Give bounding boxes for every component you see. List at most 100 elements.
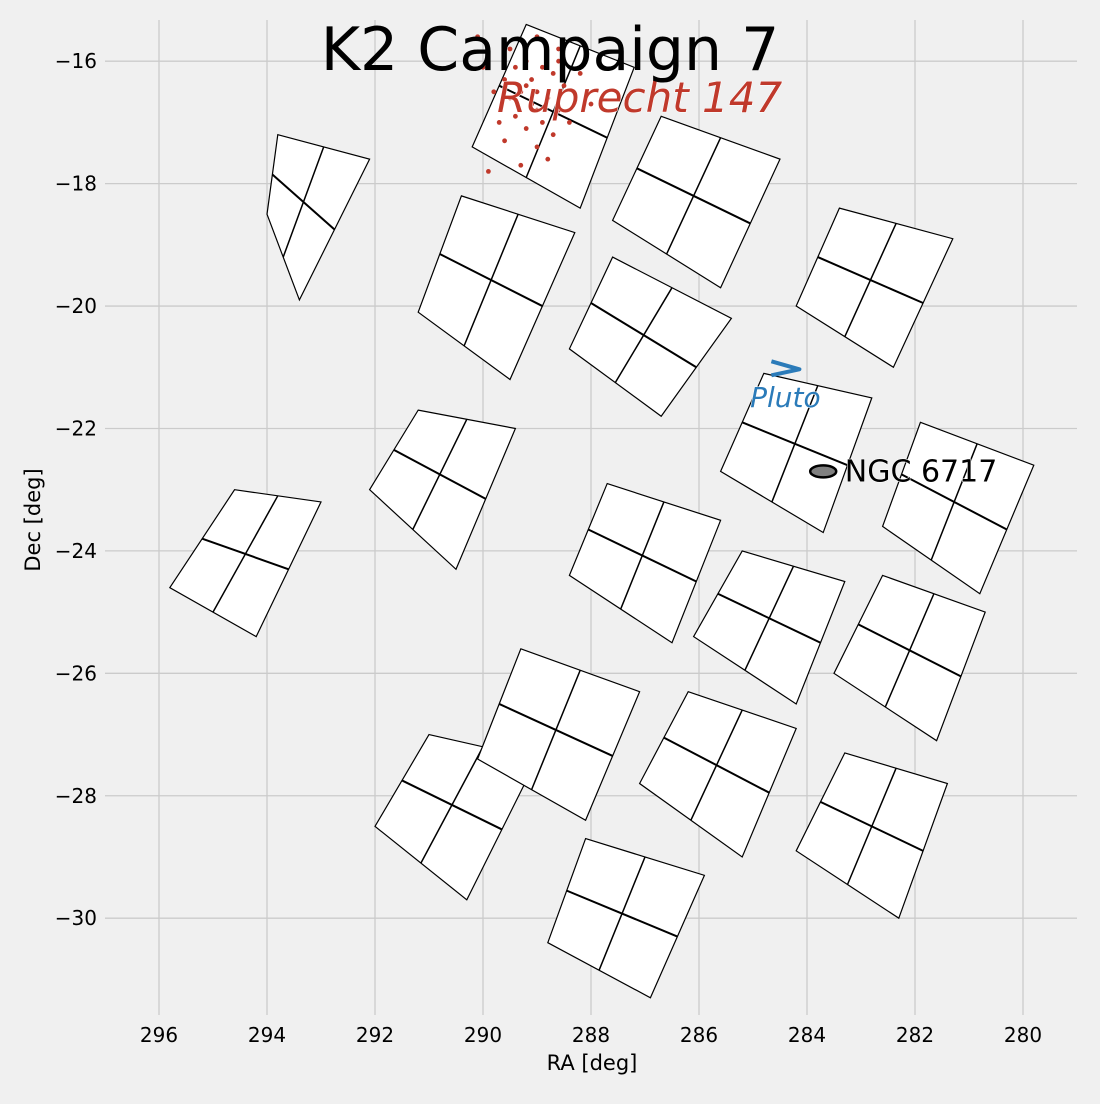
annotation-label: NGC 6717 (845, 454, 998, 489)
detector-module-outline (795, 207, 954, 369)
detector-module-divider (901, 473, 1008, 531)
detector-module-divider (439, 253, 543, 307)
cluster-star-point (480, 64, 486, 70)
cluster-star-point (523, 58, 529, 64)
x-tick-label: 282 (896, 1023, 934, 1047)
detector-module (168, 489, 322, 638)
detector-module (638, 690, 798, 858)
x-tick-label: 288 (572, 1023, 610, 1047)
detector-module-divider (663, 736, 770, 794)
y-tick-label: −18 (55, 172, 97, 196)
x-tick-label: 296 (140, 1023, 178, 1047)
x-tick-label: 292 (356, 1023, 394, 1047)
cluster-star-point (529, 101, 534, 107)
cluster-star-point (534, 34, 540, 40)
cluster-star-point (534, 89, 540, 95)
y-tick-label: −24 (55, 539, 97, 563)
detector-module (719, 372, 873, 534)
detector-module (471, 23, 635, 209)
detector-module-outline (833, 574, 986, 742)
y-tick-label: −20 (55, 294, 97, 318)
pluto-arrow-icon (770, 359, 802, 378)
cluster-star-point (496, 120, 502, 125)
detector-module-outline (368, 409, 517, 571)
cluster-star-point (502, 77, 507, 82)
x-tick-labels: 296 294 292 290 288 286 284 282 280 (140, 1023, 1042, 1047)
y-tick-label: −22 (55, 416, 97, 440)
cluster-star-point (550, 132, 556, 138)
detector-module-divider (717, 592, 821, 644)
cluster-star-point (507, 95, 513, 101)
detector-module (547, 837, 706, 999)
cluster-star-point (556, 107, 561, 113)
detector-module-divider (587, 528, 697, 583)
x-tick-label: 290 (464, 1023, 502, 1047)
detector-module (568, 482, 722, 644)
detector-module-divider (271, 173, 336, 231)
detector-module-divider (201, 537, 289, 571)
detector-module-outline (881, 421, 1035, 595)
detector-modules (168, 23, 1035, 999)
detector-module-divider (401, 779, 503, 831)
detector-module-divider (817, 256, 924, 304)
cluster-star-point (513, 113, 518, 119)
detector-module-outline (719, 372, 873, 534)
detector-module-outline (168, 489, 322, 638)
detector-module-outline (547, 837, 706, 999)
detector-module (374, 733, 538, 901)
detector-module-divider (393, 449, 487, 500)
cluster-star-point (561, 83, 567, 89)
cluster-star-point (545, 156, 551, 162)
detector-module (266, 133, 371, 302)
y-tick-label: −28 (55, 784, 97, 808)
detector-module-divider (857, 623, 962, 678)
detector-module-divider (498, 703, 614, 757)
cluster-star-point (529, 77, 534, 82)
chart-title: K2 Campaign 7 (321, 15, 780, 85)
detector-module (833, 574, 986, 742)
detector-module-divider (498, 84, 608, 139)
y-tick-label: −16 (55, 49, 97, 73)
detector-module-outline (266, 133, 371, 302)
detector-module (795, 752, 949, 920)
detector-module-divider (636, 167, 751, 225)
cluster-star-point (556, 46, 561, 52)
detector-module (368, 409, 517, 571)
cluster-star-point (534, 107, 540, 113)
detector-module-divider (741, 421, 848, 467)
cluster-star-point (567, 120, 572, 125)
y-axis-label: Dec [deg] (21, 468, 45, 571)
cluster-star-point (540, 120, 545, 125)
cluster-star-point (518, 162, 524, 168)
detector-module-outline (795, 752, 949, 920)
detector-module-outline (638, 690, 798, 858)
detector-module-outline (417, 195, 576, 381)
cluster-star-point (577, 71, 583, 76)
detector-module-outline (568, 482, 722, 644)
cluster-star-point (491, 89, 497, 95)
cluster-star-point (540, 64, 545, 70)
cluster-star-point (556, 58, 561, 64)
x-tick-label: 284 (788, 1023, 826, 1047)
cluster-star-point (545, 95, 551, 101)
cluster-star-point (513, 64, 518, 70)
detector-module (881, 421, 1035, 595)
detector-module (476, 648, 641, 822)
cluster-star-point (475, 34, 480, 40)
cluster-star-point (502, 138, 507, 144)
x-tick-label: 294 (248, 1023, 286, 1047)
detector-module-divider (820, 800, 924, 852)
annotations: Ruprecht 147 Pluto NGC 6717 (496, 72, 998, 489)
detector-module-outline (611, 115, 781, 289)
cluster-star-point (534, 144, 540, 150)
detector-module-divider (590, 302, 697, 369)
cluster-star-point (523, 126, 529, 131)
cluster-star-point (523, 83, 529, 89)
y-tick-label: −30 (55, 906, 97, 930)
cluster-star-point (486, 168, 491, 174)
detector-module (568, 256, 733, 418)
cluster-star-point (550, 71, 556, 76)
x-tick-label: 286 (680, 1023, 718, 1047)
